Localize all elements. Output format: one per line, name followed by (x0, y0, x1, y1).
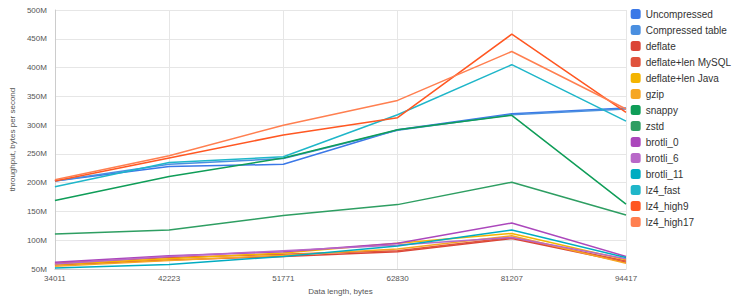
svg-text:300M: 300M (27, 121, 47, 130)
svg-text:100M: 100M (27, 236, 47, 245)
svg-text:250M: 250M (27, 149, 47, 158)
svg-text:400M: 400M (27, 63, 47, 72)
svg-text:lz4_high17: lz4_high17 (646, 217, 695, 228)
svg-text:throughput, bytes per second: throughput, bytes per second (8, 88, 17, 192)
svg-text:zstd: zstd (646, 121, 664, 132)
svg-text:42223: 42223 (158, 274, 181, 283)
svg-text:350M: 350M (27, 92, 47, 101)
svg-text:150M: 150M (27, 207, 47, 216)
svg-text:500M: 500M (27, 6, 47, 15)
svg-text:brotli_11: brotli_11 (646, 169, 684, 180)
svg-text:81207: 81207 (501, 274, 524, 283)
svg-text:200M: 200M (27, 178, 47, 187)
svg-text:34011: 34011 (44, 274, 66, 283)
svg-text:62830: 62830 (386, 274, 409, 283)
svg-text:51771: 51771 (272, 274, 295, 283)
svg-text:brotli_6: brotli_6 (646, 153, 679, 164)
svg-text:lz4_high9: lz4_high9 (646, 201, 689, 212)
svg-text:94417: 94417 (615, 274, 638, 283)
svg-text:deflate+len MySQL: deflate+len MySQL (646, 57, 732, 68)
svg-text:50M: 50M (31, 265, 47, 274)
svg-text:deflate: deflate (646, 41, 676, 52)
svg-text:brotli_0: brotli_0 (646, 137, 679, 148)
svg-text:deflate+len Java: deflate+len Java (646, 73, 720, 84)
svg-text:lz4_fast: lz4_fast (646, 185, 681, 196)
svg-text:snappy: snappy (646, 105, 678, 116)
svg-text:Uncompressed: Uncompressed (646, 9, 713, 20)
svg-text:Data length, bytes: Data length, bytes (308, 287, 372, 296)
svg-text:gzip: gzip (646, 89, 665, 100)
svg-text:Compressed table: Compressed table (646, 25, 728, 36)
svg-text:450M: 450M (27, 34, 47, 43)
